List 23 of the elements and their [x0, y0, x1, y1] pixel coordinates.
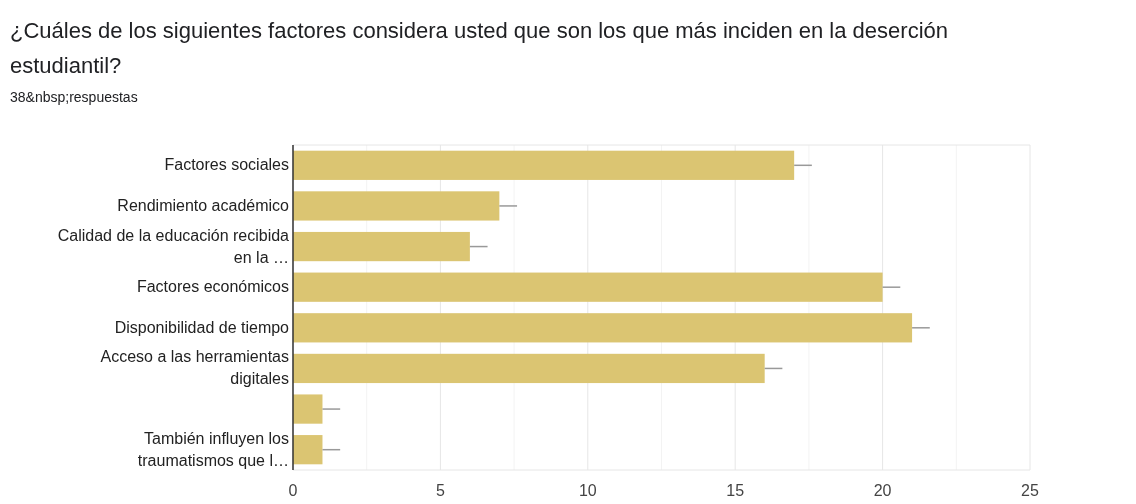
bar	[293, 435, 323, 465]
chart-title: ¿Cuáles de los siguientes factores considera usted que son los que más inciden en la deserción estudiantil?	[10, 18, 948, 78]
y-tick-label: Factores económicos	[136, 278, 289, 296]
x-tick-label: 15	[726, 482, 745, 499]
x-tick-label: 20	[873, 482, 892, 499]
y-tick-label: Acceso a las herramientas digitales	[100, 348, 289, 388]
bar	[293, 272, 883, 302]
bar	[293, 150, 795, 180]
bar	[293, 231, 470, 262]
y-tick-label: Calidad de la educación recibida en la …	[57, 226, 290, 266]
bar	[293, 394, 323, 424]
y-tick-label: Factores sociales	[164, 156, 289, 174]
bar	[293, 191, 500, 221]
text: 38&nbsp;respuestas	[10, 89, 138, 105]
y-tick-label: Rendimiento académico	[117, 196, 290, 214]
bar	[293, 353, 765, 384]
x-tick-label: 10	[578, 482, 597, 499]
x-tick-label: 0	[288, 482, 298, 499]
y-tick-label: Disponibilidad de tiempo	[114, 318, 290, 336]
y-tick-label: También influyen los traumatismos que l…	[137, 429, 289, 469]
bar	[293, 313, 913, 343]
x-tick-label: 25	[1021, 482, 1039, 499]
x-tick-label: 5	[435, 482, 445, 499]
